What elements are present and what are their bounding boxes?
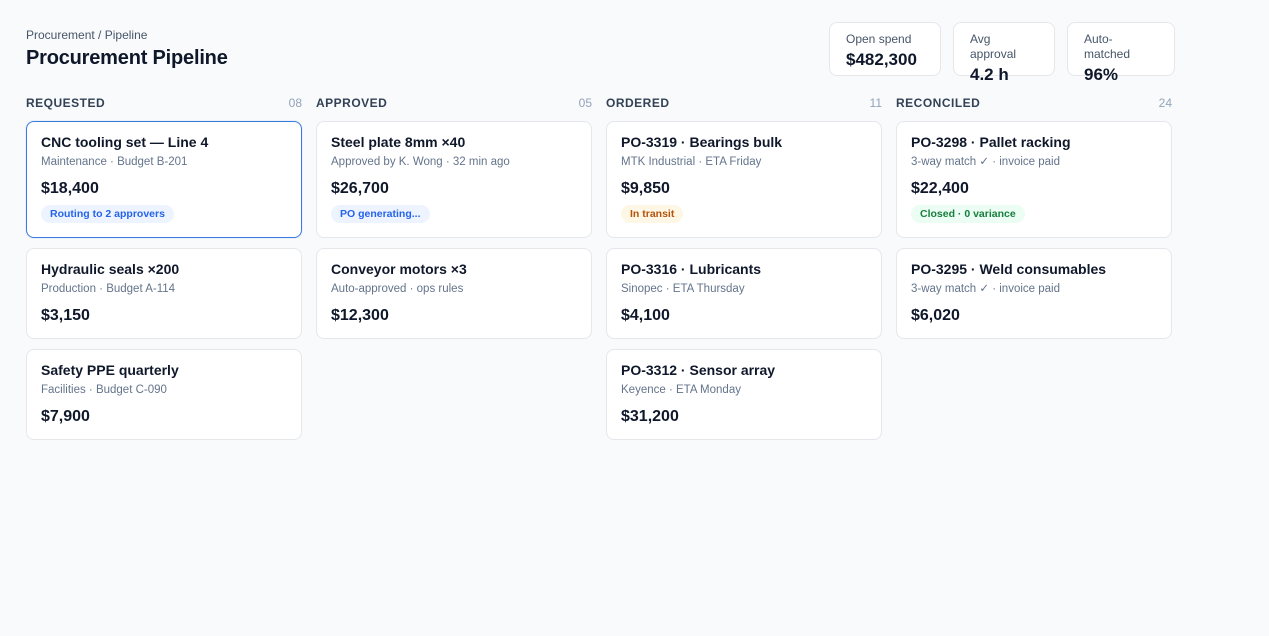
card-meta: Facilities · Budget C-090 bbox=[41, 384, 167, 396]
stat-value: 4.2 h bbox=[970, 65, 1009, 84]
column-header: ORDERED 11 bbox=[606, 96, 882, 110]
stat-label: Avg approval bbox=[970, 32, 1017, 61]
page-header: Procurement / Pipeline Procurement Pipel… bbox=[26, 28, 228, 70]
purchase-order-card[interactable]: PO-3316 · Lubricants Sinopec · ETA Thurs… bbox=[606, 248, 882, 339]
column-title: APPROVED bbox=[316, 96, 388, 110]
column-header: REQUESTED 08 bbox=[26, 96, 302, 110]
purchase-order-card[interactable]: PO-3295 · Weld consumables 3-way match ✓… bbox=[896, 248, 1172, 339]
card-list: Steel plate 8mm ×40 Approved by K. Wong … bbox=[316, 121, 592, 339]
card-title: Hydraulic seals ×200 bbox=[41, 261, 180, 277]
stats-bar: Open spend $482,300 Avg approval 4.2 h A… bbox=[829, 22, 1175, 84]
card-amount: $9,850 bbox=[621, 180, 670, 197]
card-title: PO-3298 · Pallet racking bbox=[911, 134, 1071, 150]
card-meta: Auto-approved · ops rules bbox=[331, 283, 464, 295]
card-amount: $26,700 bbox=[331, 180, 389, 197]
card-title: PO-3316 · Lubricants bbox=[621, 261, 762, 277]
status-badge: PO generating... bbox=[331, 205, 430, 223]
card-list: PO-3298 · Pallet racking 3-way match ✓ ·… bbox=[896, 121, 1172, 339]
card-title: Steel plate 8mm ×40 bbox=[331, 134, 466, 150]
column-title: RECONCILED bbox=[896, 96, 981, 110]
card-title: PO-3312 · Sensor array bbox=[621, 362, 776, 378]
stat-avg-approval: Avg approval 4.2 h bbox=[953, 22, 1055, 84]
stat-label: Open spend bbox=[846, 32, 912, 46]
column-count: 24 bbox=[1158, 96, 1172, 110]
column-header: APPROVED 05 bbox=[316, 96, 592, 110]
card-amount: $22,400 bbox=[911, 180, 969, 197]
request-card[interactable]: Safety PPE quarterly Facilities · Budget… bbox=[26, 349, 302, 440]
column-count: 08 bbox=[288, 96, 302, 110]
card-list: CNC tooling set — Line 4 Maintenance · B… bbox=[26, 121, 302, 440]
card-title: PO-3295 · Weld consumables bbox=[911, 261, 1107, 277]
card-amount: $18,400 bbox=[41, 180, 99, 197]
card-meta: MTK Industrial · ETA Friday bbox=[621, 156, 762, 168]
breadcrumb: Procurement / Pipeline bbox=[26, 28, 228, 43]
card-meta: Sinopec · ETA Thursday bbox=[621, 283, 745, 295]
status-badge: Closed · 0 variance bbox=[911, 205, 1025, 223]
card-meta: 3-way match ✓ · invoice paid bbox=[911, 283, 1060, 295]
stat-auto-matched: Auto-matched 96% bbox=[1067, 22, 1175, 84]
card-meta: Production · Budget A-114 bbox=[41, 283, 176, 295]
kanban-board: REQUESTED 08 CNC tooling set — Line 4 Ma… bbox=[26, 96, 1172, 440]
card-list: PO-3319 · Bearings bulk MTK Industrial ·… bbox=[606, 121, 882, 440]
stat-open-spend: Open spend $482,300 bbox=[829, 22, 941, 76]
card-title: PO-3319 · Bearings bulk bbox=[621, 134, 783, 150]
card-amount: $4,100 bbox=[621, 307, 670, 324]
request-card[interactable]: CNC tooling set — Line 4 Maintenance · B… bbox=[26, 121, 302, 238]
column-title: ORDERED bbox=[606, 96, 670, 110]
column-ordered: ORDERED 11 PO-3319 · Bearings bulk MTK I… bbox=[606, 96, 882, 440]
status-badge: Routing to 2 approvers bbox=[41, 205, 174, 223]
column-title: REQUESTED bbox=[26, 96, 106, 110]
column-reconciled: RECONCILED 24 PO-3298 · Pallet racking 3… bbox=[896, 96, 1172, 440]
breadcrumb-procurement-link[interactable]: Procurement bbox=[26, 28, 95, 42]
breadcrumb-current: Pipeline bbox=[104, 28, 148, 42]
card-meta: Maintenance · Budget B-201 bbox=[41, 156, 188, 168]
column-requested: REQUESTED 08 CNC tooling set — Line 4 Ma… bbox=[26, 96, 302, 440]
card-meta: Keyence · ETA Monday bbox=[621, 384, 741, 396]
status-badge: In transit bbox=[621, 205, 684, 223]
request-card[interactable]: Steel plate 8mm ×40 Approved by K. Wong … bbox=[316, 121, 592, 238]
purchase-order-card[interactable]: PO-3312 · Sensor array Keyence · ETA Mon… bbox=[606, 349, 882, 440]
stat-label: Auto-matched bbox=[1084, 32, 1131, 61]
column-count: 11 bbox=[869, 96, 882, 110]
request-card[interactable]: Conveyor motors ×3 Auto-approved · ops r… bbox=[316, 248, 592, 339]
request-card[interactable]: Hydraulic seals ×200 Production · Budget… bbox=[26, 248, 302, 339]
card-meta: 3-way match ✓ · invoice paid bbox=[911, 156, 1060, 168]
card-amount: $6,020 bbox=[911, 307, 960, 324]
stat-value: 96% bbox=[1084, 65, 1119, 84]
breadcrumb-separator: / bbox=[94, 28, 105, 42]
stat-value: $482,300 bbox=[846, 50, 917, 69]
card-amount: $31,200 bbox=[621, 408, 679, 425]
card-amount: $7,900 bbox=[41, 408, 90, 425]
card-title: Conveyor motors ×3 bbox=[331, 261, 467, 277]
card-meta: Approved by K. Wong · 32 min ago bbox=[331, 156, 510, 168]
card-title: CNC tooling set — Line 4 bbox=[41, 134, 209, 150]
card-amount: $12,300 bbox=[331, 307, 389, 324]
column-header: RECONCILED 24 bbox=[896, 96, 1172, 110]
purchase-order-card[interactable]: PO-3298 · Pallet racking 3-way match ✓ ·… bbox=[896, 121, 1172, 238]
page-title: Procurement Pipeline bbox=[26, 47, 228, 69]
column-approved: APPROVED 05 Steel plate 8mm ×40 Approved… bbox=[316, 96, 592, 440]
card-amount: $3,150 bbox=[41, 307, 90, 324]
card-title: Safety PPE quarterly bbox=[41, 362, 179, 378]
purchase-order-card[interactable]: PO-3319 · Bearings bulk MTK Industrial ·… bbox=[606, 121, 882, 238]
column-count: 05 bbox=[578, 96, 592, 110]
